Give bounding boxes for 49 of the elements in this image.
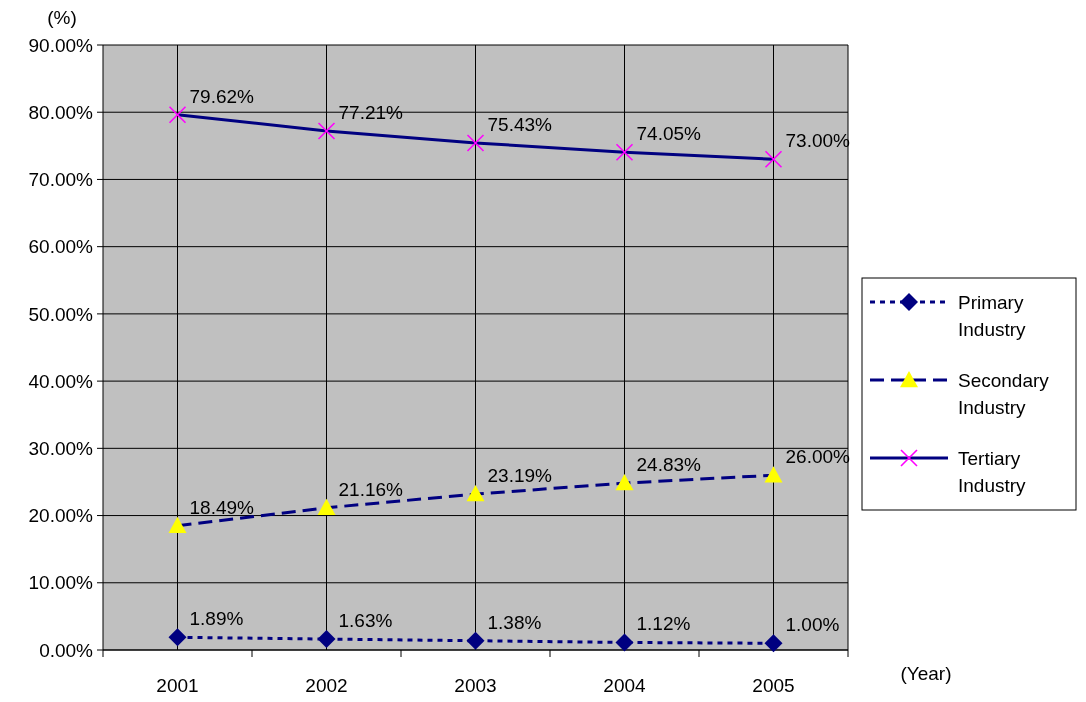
point xyxy=(466,631,485,650)
data-label: 1.63% xyxy=(338,610,393,632)
point xyxy=(168,516,187,533)
y-tick-label: 20.00% xyxy=(28,505,94,527)
point xyxy=(764,634,783,653)
y-tick-label: 0.00% xyxy=(39,639,94,661)
x-tick-label: 2003 xyxy=(454,675,497,696)
point xyxy=(317,630,336,649)
y-tick-label: 30.00% xyxy=(28,437,94,459)
point xyxy=(615,143,634,162)
data-label: 26.00% xyxy=(785,446,851,468)
data-label: 23.19% xyxy=(487,465,553,487)
data-label: 1.89% xyxy=(189,608,244,630)
point xyxy=(466,134,485,152)
point xyxy=(317,498,336,515)
point xyxy=(764,150,783,169)
data-label: 75.43% xyxy=(487,113,553,135)
data-label: 1.12% xyxy=(636,613,691,635)
legend-label: Primary Industry xyxy=(958,291,1027,341)
point xyxy=(168,105,187,124)
y-tick-label: 50.00% xyxy=(28,303,94,325)
data-label: 79.62% xyxy=(189,85,255,107)
x-axis-title: (Year) xyxy=(900,663,952,684)
point xyxy=(615,474,634,491)
data-label: 1.00% xyxy=(785,614,840,636)
x-tick-label: 2002 xyxy=(305,675,348,696)
x-tick-label: 2004 xyxy=(603,675,647,696)
legend-label: Tertiary Industry xyxy=(958,447,1027,497)
data-label: 24.83% xyxy=(636,454,702,476)
point xyxy=(615,633,634,652)
y-tick-label: 90.00% xyxy=(28,34,94,56)
y-tick-label: 40.00% xyxy=(28,370,94,392)
point xyxy=(764,466,783,483)
y-axis-title: (%) xyxy=(47,7,77,28)
data-label: 74.05% xyxy=(636,123,702,145)
y-tick-label: 10.00% xyxy=(28,572,94,594)
y-tick-label: 80.00% xyxy=(28,101,94,123)
data-label: 73.00% xyxy=(785,130,851,152)
point xyxy=(317,122,336,140)
y-tick-label: 70.00% xyxy=(28,169,94,191)
data-label: 1.38% xyxy=(487,611,542,633)
data-label: 18.49% xyxy=(189,496,255,518)
x-tick-label: 2005 xyxy=(752,675,795,696)
data-label: 21.16% xyxy=(338,478,404,500)
x-tick-label: 2001 xyxy=(156,675,199,696)
point xyxy=(168,628,187,647)
point xyxy=(466,485,485,502)
legend-label: Secondary Industry xyxy=(958,369,1050,419)
y-tick-label: 60.00% xyxy=(28,236,94,258)
